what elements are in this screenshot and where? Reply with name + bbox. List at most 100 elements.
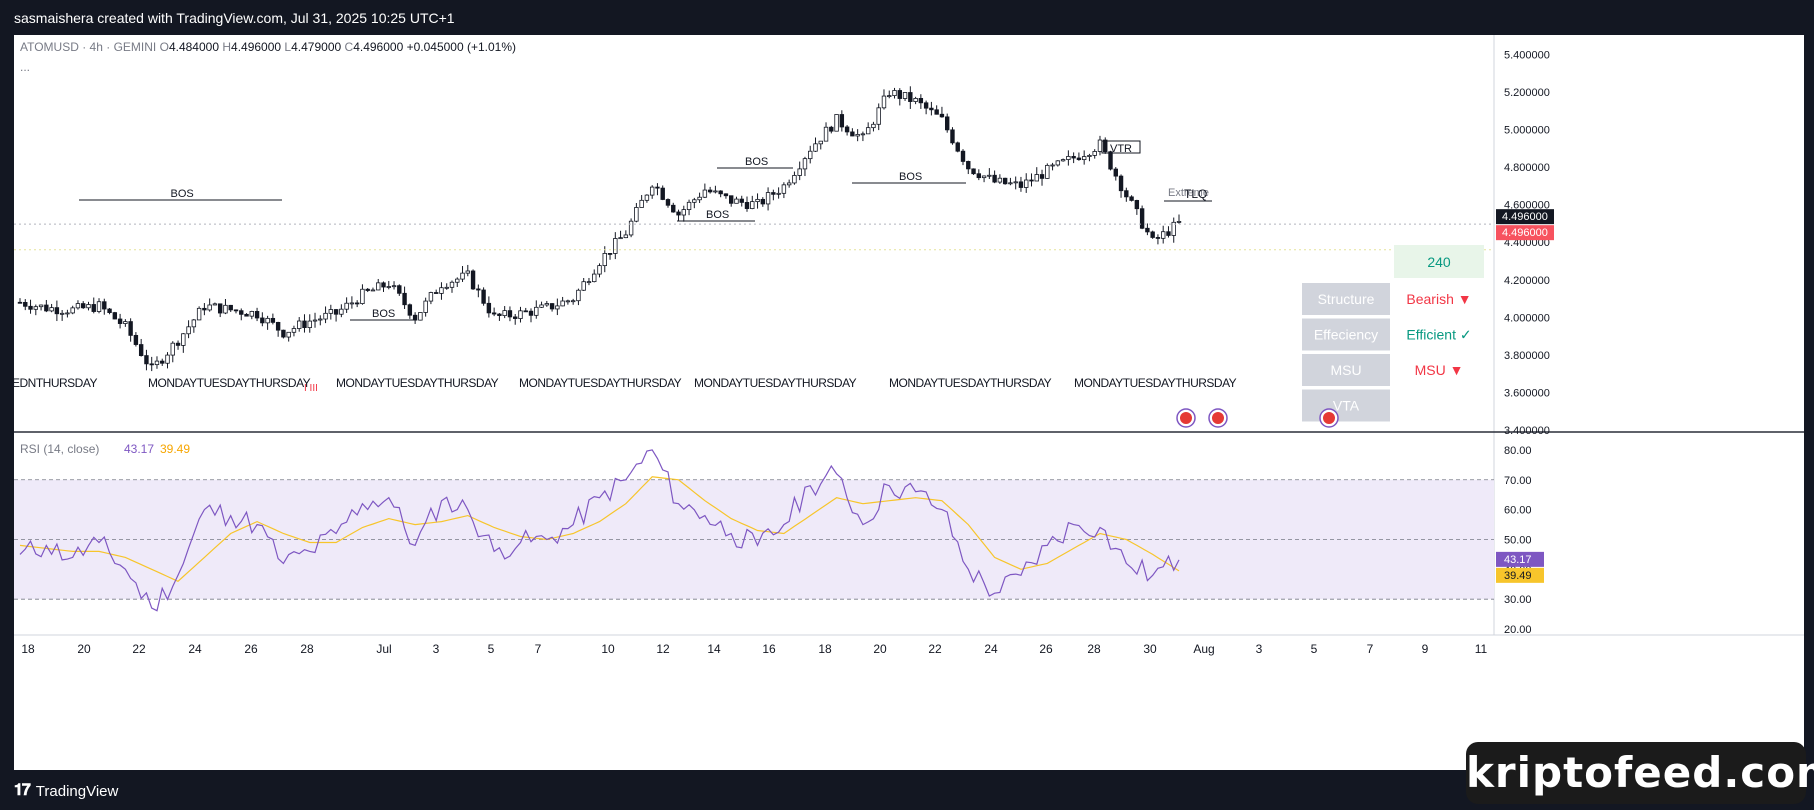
candle-body xyxy=(1155,237,1161,239)
candle-body xyxy=(397,285,402,294)
candle-body xyxy=(133,334,139,345)
candle-body xyxy=(776,192,781,195)
candle-body xyxy=(1060,159,1066,162)
table-row-label: Structure xyxy=(1318,291,1375,307)
candle-body xyxy=(981,175,987,179)
bos-label: BOS xyxy=(706,209,729,221)
candle-body xyxy=(1176,221,1182,223)
us-flag-icon xyxy=(1212,412,1224,424)
candle-body xyxy=(697,196,702,201)
price-tick-label: 4.400000 xyxy=(1504,237,1550,249)
candle-body xyxy=(102,301,107,310)
candle-body xyxy=(297,320,302,329)
candle-body xyxy=(302,320,307,329)
candle-body xyxy=(707,189,713,193)
candle-body xyxy=(881,95,887,109)
bos-label: BOS xyxy=(372,308,395,320)
session-ticks: I III xyxy=(304,383,318,394)
price-tick-label: 4.600000 xyxy=(1504,200,1550,212)
candle-body xyxy=(960,150,966,162)
price-tick-label: 4.800000 xyxy=(1504,162,1550,174)
candle-body xyxy=(823,126,829,142)
candle-body xyxy=(1029,179,1034,182)
candle-body xyxy=(623,234,629,239)
candle-body xyxy=(444,286,449,289)
candle-body xyxy=(902,92,908,99)
candle-body xyxy=(865,127,871,135)
day-label: MONDAYTUESDAYTHURSDAY xyxy=(148,376,311,390)
table-row-label: Effeciency xyxy=(1314,327,1378,343)
candle-body xyxy=(481,289,486,304)
candle-body xyxy=(376,282,381,291)
candle-body xyxy=(934,109,939,115)
tradingview-mark-icon: 𝟏𝟕 xyxy=(14,782,31,799)
candle-body xyxy=(570,300,576,303)
candle-body xyxy=(913,98,918,102)
candle-body xyxy=(871,123,876,129)
candle-body xyxy=(33,306,39,310)
candle-body xyxy=(765,192,771,205)
legend-more: ... xyxy=(20,60,30,74)
candle-body xyxy=(54,307,60,315)
tradingview-logo[interactable]: 𝟏𝟕 TradingView xyxy=(14,782,118,800)
candle-body xyxy=(628,220,634,236)
candle-body xyxy=(207,304,212,311)
time-axis-label: 10 xyxy=(601,642,615,656)
candle-body xyxy=(339,308,344,315)
time-axis-label: 3 xyxy=(433,642,440,656)
rsi-ma-line xyxy=(19,476,1180,583)
candle-body xyxy=(1129,196,1134,201)
candle-body xyxy=(318,318,323,321)
candle-body xyxy=(160,360,165,364)
candle-body xyxy=(797,168,802,176)
candle-body xyxy=(1013,181,1018,184)
candle-body xyxy=(613,238,618,254)
candle-body xyxy=(1024,179,1029,188)
candle-body xyxy=(117,318,123,324)
candle-body xyxy=(1076,157,1082,161)
candle-body xyxy=(939,113,945,118)
last-price-label-red: 4.496000 xyxy=(1502,227,1548,239)
candle-body xyxy=(660,187,665,200)
candle-body xyxy=(734,198,739,204)
candle-body xyxy=(286,331,291,338)
candle-body xyxy=(1145,227,1150,233)
table-row-label: VTA xyxy=(1333,398,1360,414)
candle-body xyxy=(592,273,597,283)
candle-body xyxy=(91,304,96,312)
rsi-tick-label: 30.00 xyxy=(1504,594,1532,606)
candle-body xyxy=(1066,156,1071,160)
candle-body xyxy=(681,209,686,216)
candle-body xyxy=(992,174,997,183)
time-axis-label: 7 xyxy=(1367,642,1374,656)
rsi-value-badge xyxy=(1496,551,1544,567)
candle-body xyxy=(144,355,149,365)
candle-body xyxy=(576,289,581,302)
candle-body xyxy=(597,265,602,275)
table-label-cell xyxy=(1302,389,1390,422)
price-tick-label: 5.400000 xyxy=(1504,49,1550,61)
price-tick-label: 3.400000 xyxy=(1504,425,1550,437)
candle-body xyxy=(534,306,539,316)
rsi-tick-label: 70.00 xyxy=(1504,475,1532,487)
price-tick-label: 4.200000 xyxy=(1504,275,1550,287)
candle-body xyxy=(1018,181,1024,188)
chart-svg[interactable]: 5.400000 5.200000 5.000000 4.800000 4.600000… xyxy=(12,35,1804,770)
candle-body xyxy=(418,312,423,321)
candle-body xyxy=(649,186,655,196)
day-label: MONDAYTUESDAYTHURSDAY xyxy=(1074,376,1237,390)
candle-body xyxy=(455,278,460,283)
candle-body xyxy=(354,302,360,305)
chart-frame[interactable]: 5.400000 5.200000 5.000000 4.800000 4.600000… xyxy=(12,35,1804,770)
rsi-ma-badge xyxy=(1496,567,1544,583)
rsi-title: RSI (14, close) xyxy=(20,442,99,456)
candle-body xyxy=(686,201,692,210)
extreme-label: Extreme xyxy=(1168,187,1209,199)
candle-body xyxy=(428,292,434,302)
candle-body xyxy=(702,189,708,198)
candle-body xyxy=(565,300,571,303)
candle-body xyxy=(729,195,734,204)
last-price-badge xyxy=(1496,209,1554,225)
candle-body xyxy=(655,186,660,189)
candle-body xyxy=(1108,151,1113,170)
